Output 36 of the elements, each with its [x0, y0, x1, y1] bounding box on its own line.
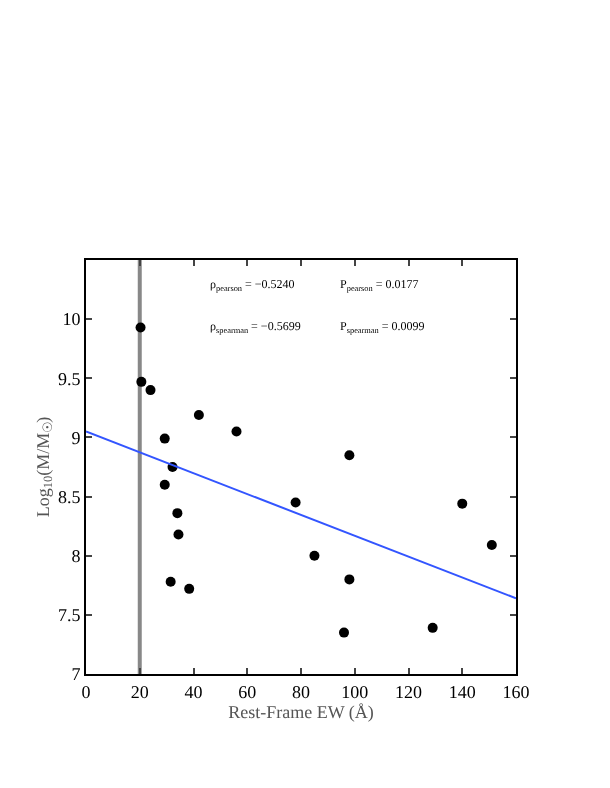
- point: [145, 385, 156, 396]
- y-tick-label: 9: [71, 427, 82, 448]
- y-tick-label: 10: [62, 309, 82, 330]
- y-tick-label: 7.5: [57, 605, 82, 626]
- point: [172, 508, 183, 519]
- point: [173, 529, 184, 540]
- x-tick-label: 80: [292, 681, 311, 702]
- y-tick-label: 9.5: [57, 368, 82, 389]
- x-tick-label: 40: [184, 681, 204, 702]
- x-tick-label: 20: [130, 681, 150, 702]
- point: [231, 426, 242, 437]
- point: [339, 627, 349, 638]
- x-tick-label: 100: [341, 681, 370, 702]
- point: [309, 550, 320, 561]
- x-axis-title: Rest-Frame EW (Å): [228, 701, 374, 722]
- x-tick-label: 120: [395, 681, 423, 702]
- x-tick-label: 60: [238, 681, 258, 702]
- point: [159, 479, 170, 490]
- point: [135, 322, 146, 333]
- y-tick-label: 7: [71, 664, 82, 685]
- point: [427, 622, 438, 633]
- x-tick-label: 0: [81, 681, 92, 702]
- point: [159, 433, 170, 444]
- x-tick-label: 160: [502, 681, 531, 702]
- y-tick-label: 8.5: [57, 486, 82, 507]
- y-tick-label: 8: [71, 546, 82, 567]
- point: [193, 409, 204, 420]
- point: [136, 376, 147, 387]
- point: [184, 583, 195, 594]
- point: [457, 498, 468, 509]
- point: [486, 540, 497, 551]
- point: [290, 497, 301, 508]
- point: [344, 574, 355, 585]
- point: [165, 576, 176, 587]
- x-tick-label: 140: [448, 681, 477, 702]
- point: [344, 450, 355, 461]
